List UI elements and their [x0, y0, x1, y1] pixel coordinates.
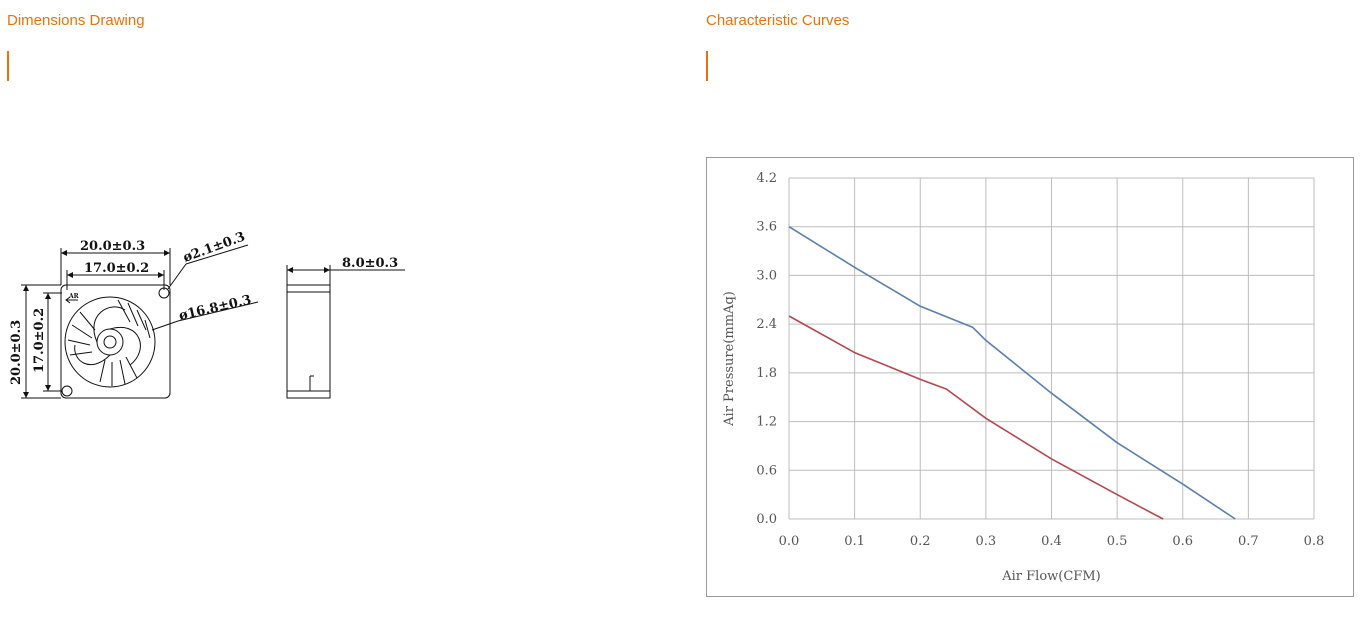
chart-frame: 0.0 0.1 0.2 0.3 0.4 0.5 0.6 0.7 0.8 0.0 0.6 1.2 1.8 2…: [706, 157, 1354, 597]
x-axis-label: Air Flow(CFM): [1001, 569, 1100, 584]
x-tick-label: 0.5: [1107, 534, 1128, 549]
y-tick-label: 3.0: [756, 268, 777, 283]
x-tick-label: 0.8: [1304, 534, 1325, 549]
y-tick-label: 2.4: [756, 317, 777, 332]
y-tick-label: 0.0: [756, 512, 777, 527]
y-axis-label: Air Pressure(mmAq): [722, 291, 737, 427]
dim-thickness: 8.0±0.3: [342, 256, 398, 271]
series-line-2: [788, 315, 1164, 520]
y-tick-label: 0.6: [756, 463, 777, 478]
x-tick-label: 0.4: [1041, 534, 1062, 549]
y-tick-label: 4.2: [756, 171, 777, 186]
airflow-arrow-icon: [65, 296, 78, 304]
x-tick-label: 0.7: [1238, 534, 1259, 549]
dim-height-outer: 20.0±0.3: [9, 320, 24, 385]
dim-height-inner: 17.0±0.2: [32, 308, 47, 373]
x-tick-label: 0.6: [1172, 534, 1193, 549]
dim-width-inner: 17.0±0.2: [84, 261, 149, 276]
dim-hole-diameter: ø2.1±0.3: [181, 230, 247, 266]
fan-side-outline: [286, 284, 331, 399]
x-tick-label: 0.3: [976, 534, 997, 549]
series-line-1: [788, 226, 1236, 520]
mounting-hole-bottom-left: [61, 385, 73, 397]
x-tick-label: 0.0: [779, 534, 800, 549]
dim-width-outer: 20.0±0.3: [80, 239, 145, 254]
fan-front-outline: [60, 284, 171, 399]
left-accent-bar: [7, 51, 9, 81]
airflow-marker-label: AR: [68, 293, 80, 300]
characteristic-curves-title: Characteristic Curves: [706, 12, 850, 29]
y-tick-label: 3.6: [756, 220, 777, 235]
impeller-icon: [64, 296, 156, 388]
dimensions-drawing-title: Dimensions Drawing: [7, 12, 145, 29]
x-tick-label: 0.1: [844, 534, 865, 549]
y-tick-label: 1.2: [756, 415, 777, 430]
x-tick-label: 0.2: [910, 534, 931, 549]
dimensions-drawing: 20.0±0.3 17.0±0.2 ø2.1±0.3 ø16.8±0.3 20.…: [9, 230, 405, 399]
characteristic-curve-chart: 0.0 0.1 0.2 0.3 0.4 0.5 0.6 0.7 0.8 0.0 0.6 1.2 1.8 2…: [722, 171, 1325, 584]
y-tick-label: 1.8: [756, 366, 777, 381]
dim-impeller-diameter: ø16.8±0.3: [178, 293, 253, 324]
right-accent-bar: [706, 51, 708, 81]
